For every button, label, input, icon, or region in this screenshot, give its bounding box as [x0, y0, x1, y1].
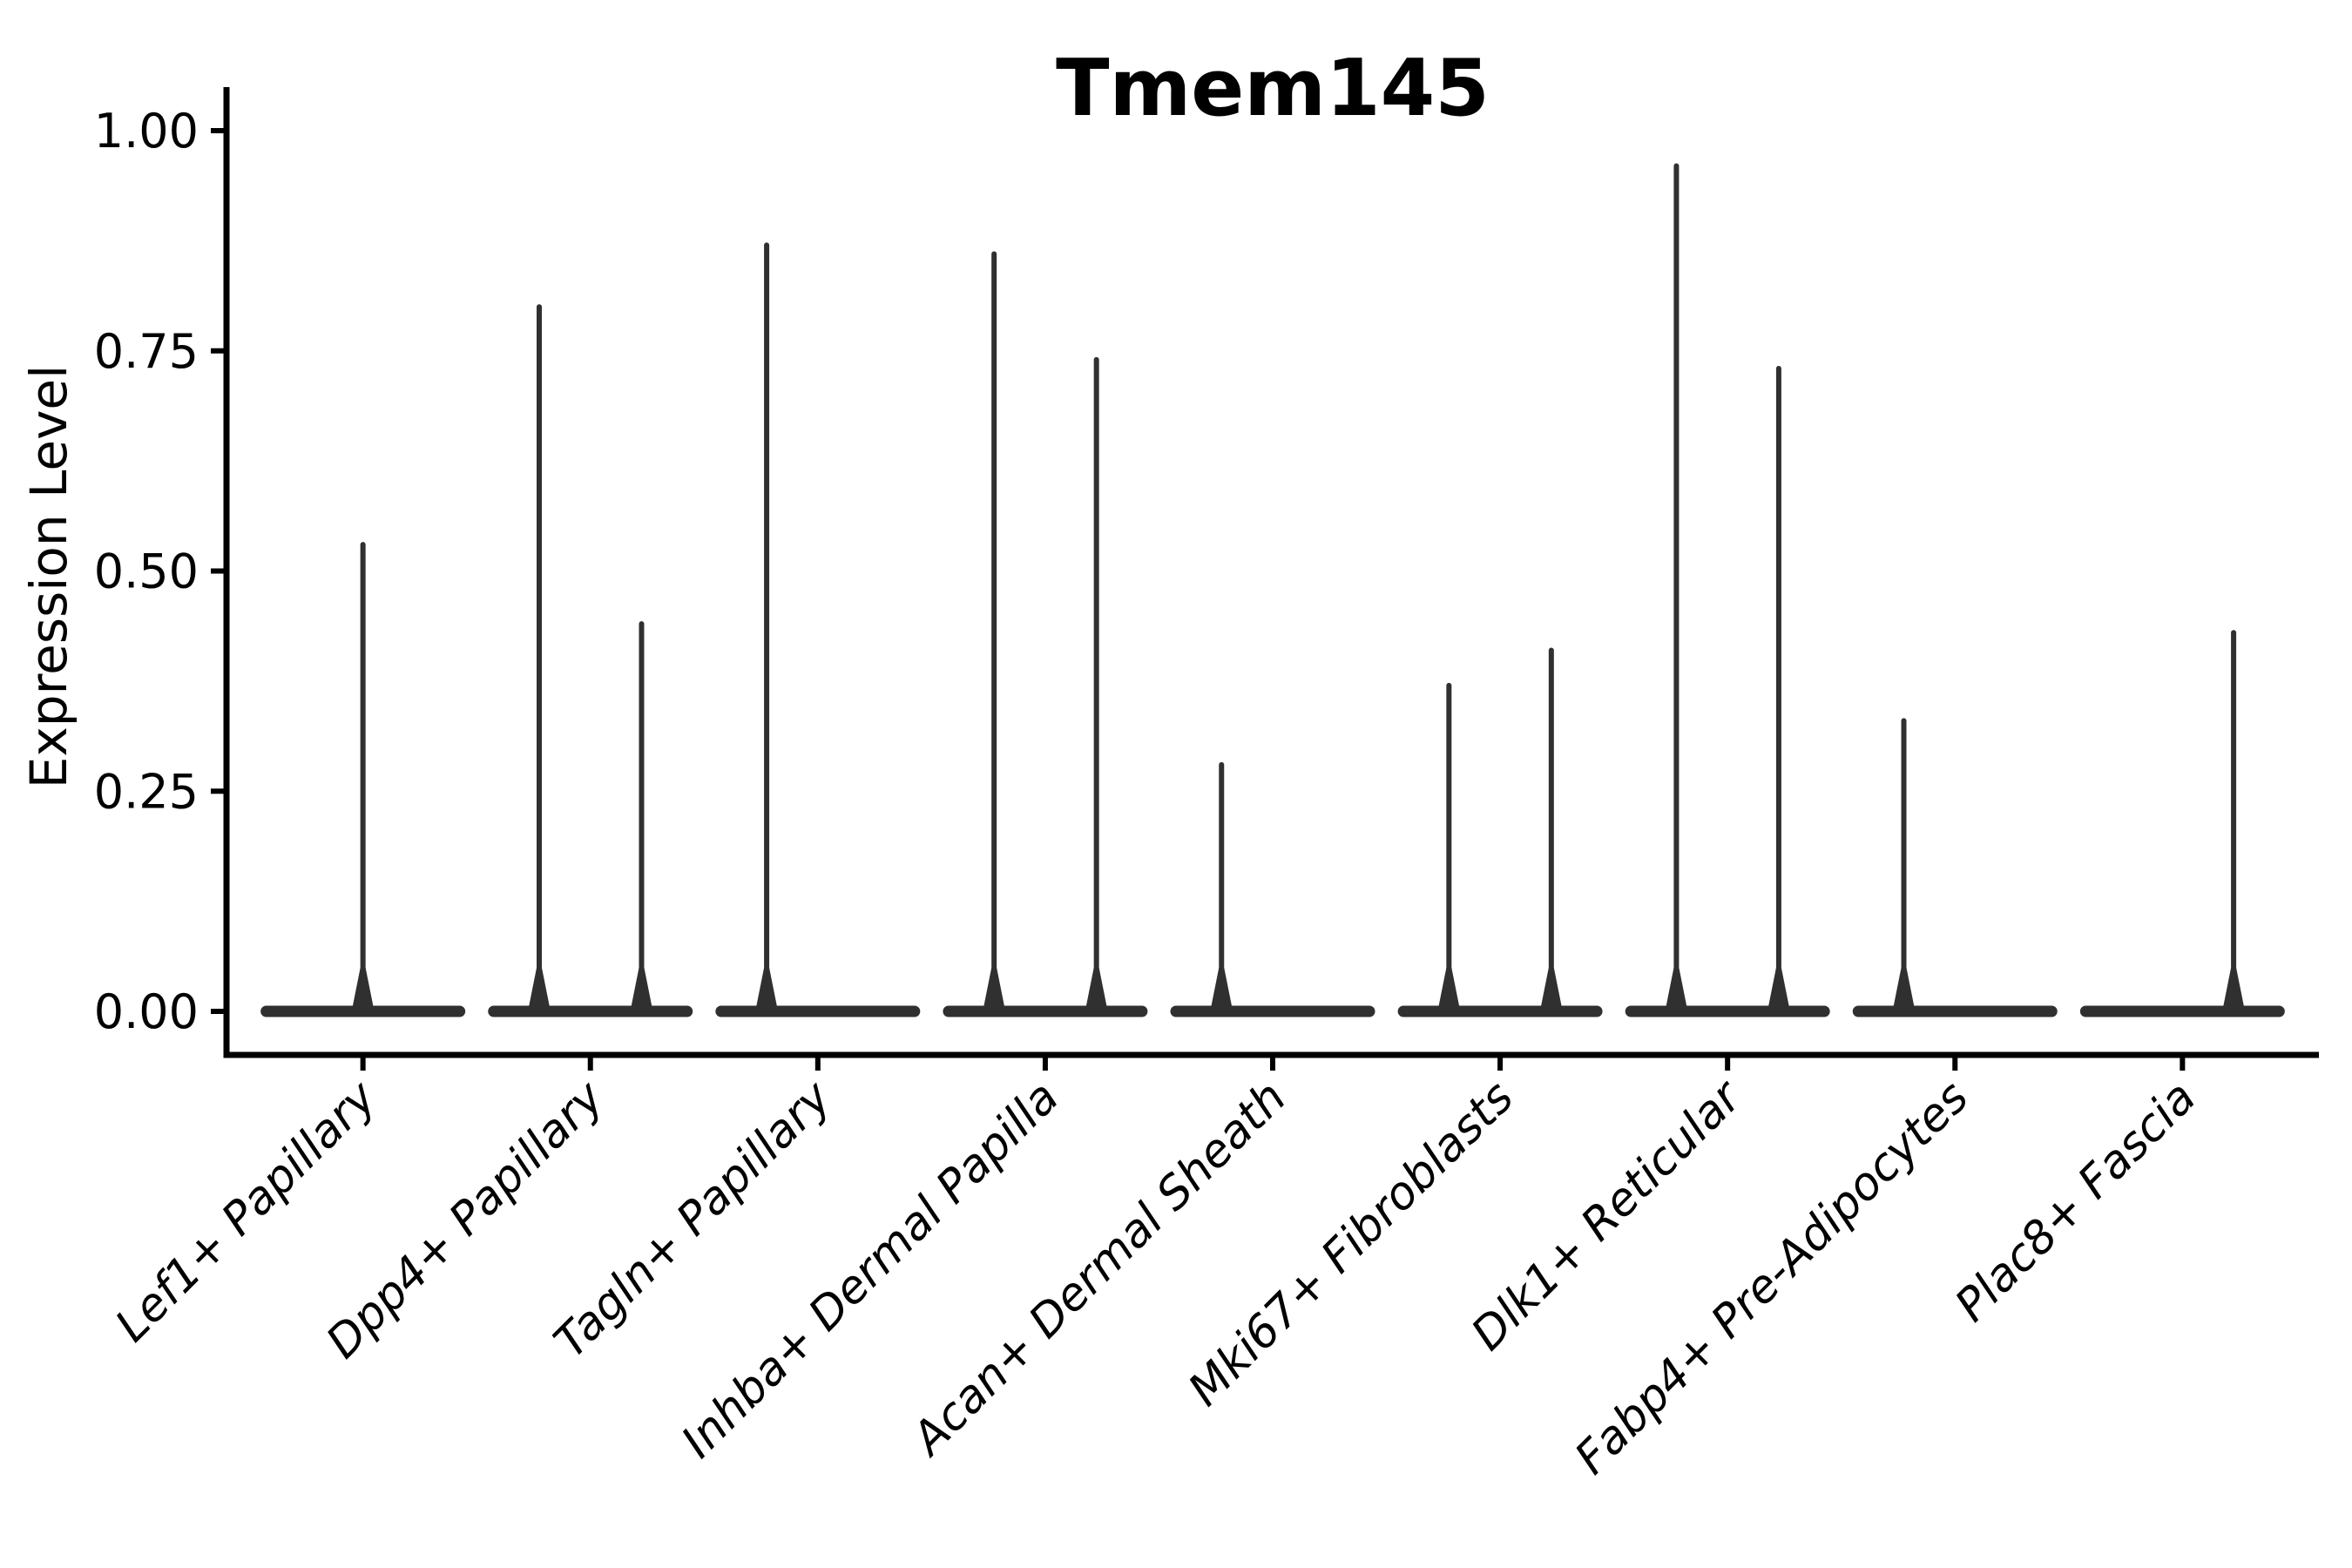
- y-axis-label: Expression Level: [19, 365, 78, 788]
- violin: [1625, 163, 1830, 1017]
- violin: [2079, 630, 2285, 1017]
- violin: [1852, 718, 2058, 1017]
- y-tick-label: 1.00: [94, 104, 199, 159]
- violin-body-baseline: [715, 1005, 921, 1017]
- violin: [260, 542, 466, 1017]
- violin: [1170, 761, 1375, 1017]
- chart-title: Tmem145: [1056, 43, 1490, 134]
- violin: [943, 251, 1148, 1017]
- violin-body-baseline: [1625, 1005, 1830, 1017]
- violin-body-baseline: [488, 1005, 693, 1017]
- violin: [715, 242, 921, 1017]
- y-tick-label: 0.50: [94, 544, 199, 599]
- violin-body-baseline: [1852, 1005, 2058, 1017]
- y-tick-label: 0.25: [94, 764, 199, 819]
- violin: [488, 304, 693, 1017]
- y-tick-label: 0.75: [94, 324, 199, 379]
- y-tick-label: 0.00: [94, 984, 199, 1039]
- violin: [1397, 647, 1603, 1017]
- violin-body-baseline: [1170, 1005, 1375, 1017]
- violin-body-baseline: [943, 1005, 1148, 1017]
- violin-body-baseline: [2079, 1005, 2285, 1017]
- violin-body-baseline: [1397, 1005, 1603, 1017]
